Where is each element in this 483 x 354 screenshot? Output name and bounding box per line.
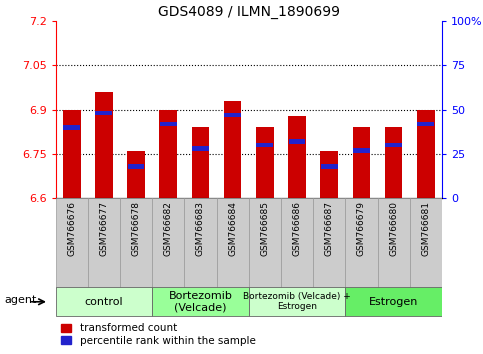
Bar bbox=[345, 287, 442, 316]
Bar bbox=[321, 164, 338, 169]
Bar bbox=[353, 127, 370, 198]
Text: GSM766676: GSM766676 bbox=[67, 201, 76, 256]
Bar bbox=[127, 151, 145, 198]
Bar bbox=[159, 110, 177, 198]
Text: GSM766680: GSM766680 bbox=[389, 201, 398, 256]
Bar bbox=[249, 198, 281, 289]
Text: control: control bbox=[85, 297, 123, 307]
Bar bbox=[353, 148, 370, 153]
Bar bbox=[63, 125, 80, 130]
Bar bbox=[56, 287, 152, 316]
Bar bbox=[88, 198, 120, 289]
Text: agent: agent bbox=[4, 295, 37, 305]
Text: GSM766677: GSM766677 bbox=[99, 201, 108, 256]
Bar bbox=[152, 287, 249, 316]
Bar bbox=[417, 110, 435, 198]
Bar bbox=[320, 151, 338, 198]
Bar bbox=[256, 143, 273, 147]
Text: GSM766681: GSM766681 bbox=[421, 201, 430, 256]
Bar bbox=[410, 198, 442, 289]
Text: GSM766682: GSM766682 bbox=[164, 201, 173, 256]
Bar bbox=[378, 198, 410, 289]
Bar bbox=[417, 122, 434, 126]
Bar bbox=[192, 127, 209, 198]
Bar bbox=[256, 127, 274, 198]
Bar bbox=[120, 198, 152, 289]
Bar bbox=[128, 164, 144, 169]
Bar bbox=[63, 110, 81, 198]
Bar bbox=[224, 113, 241, 117]
Bar bbox=[385, 127, 402, 198]
Text: GSM766686: GSM766686 bbox=[293, 201, 301, 256]
Bar bbox=[249, 287, 345, 316]
Title: GDS4089 / ILMN_1890699: GDS4089 / ILMN_1890699 bbox=[158, 5, 340, 19]
Bar bbox=[192, 147, 209, 151]
Bar bbox=[96, 111, 112, 115]
Bar bbox=[385, 143, 402, 147]
Bar bbox=[281, 198, 313, 289]
Text: GSM766678: GSM766678 bbox=[131, 201, 141, 256]
Bar bbox=[313, 198, 345, 289]
Text: Bortezomib (Velcade) +
Estrogen: Bortezomib (Velcade) + Estrogen bbox=[243, 292, 351, 312]
Bar bbox=[345, 198, 378, 289]
Bar bbox=[185, 198, 216, 289]
Text: Bortezomib
(Velcade): Bortezomib (Velcade) bbox=[169, 291, 232, 313]
Text: GSM766683: GSM766683 bbox=[196, 201, 205, 256]
Legend: transformed count, percentile rank within the sample: transformed count, percentile rank withi… bbox=[61, 324, 256, 346]
Text: GSM766685: GSM766685 bbox=[260, 201, 270, 256]
Bar bbox=[95, 92, 113, 198]
Text: GSM766684: GSM766684 bbox=[228, 201, 237, 256]
Text: GSM766679: GSM766679 bbox=[357, 201, 366, 256]
Bar bbox=[152, 198, 185, 289]
Bar bbox=[224, 101, 242, 198]
Bar bbox=[216, 198, 249, 289]
Text: Estrogen: Estrogen bbox=[369, 297, 418, 307]
Bar bbox=[289, 139, 305, 144]
Bar bbox=[56, 198, 88, 289]
Text: GSM766687: GSM766687 bbox=[325, 201, 334, 256]
Bar bbox=[288, 116, 306, 198]
Bar bbox=[160, 122, 177, 126]
